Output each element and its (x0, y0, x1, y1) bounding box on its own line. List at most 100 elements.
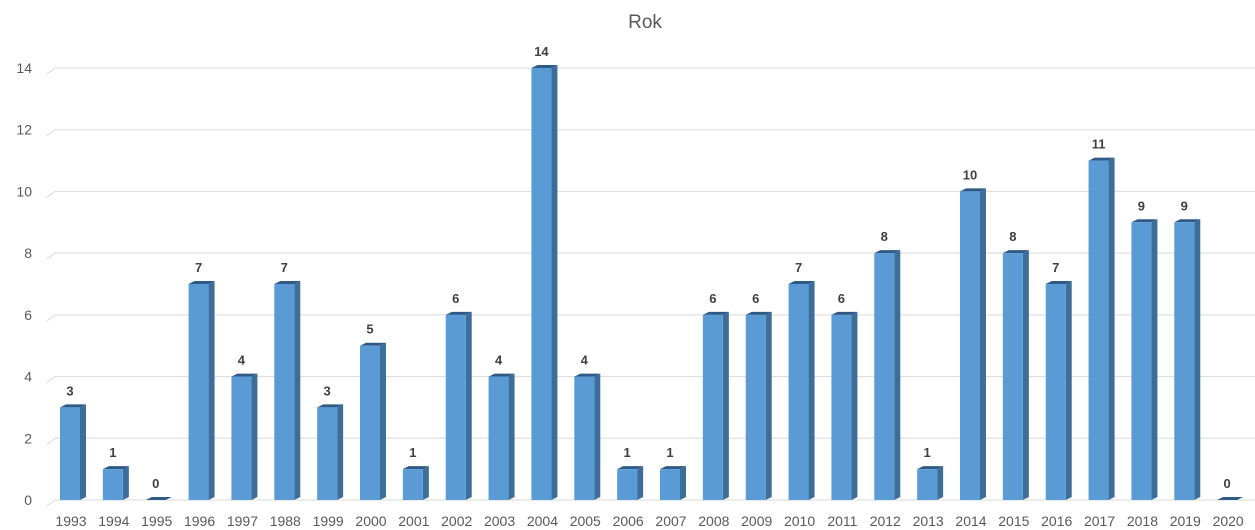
bar-1999 (317, 404, 344, 500)
bar-front (1002, 253, 1023, 500)
bar-side (722, 311, 729, 500)
data-label: 1 (666, 445, 673, 460)
bar-front (960, 191, 980, 500)
data-label: 0 (152, 476, 159, 491)
bar-2010 (788, 281, 815, 500)
bar-top (1131, 219, 1158, 223)
data-label: 3 (324, 383, 331, 398)
bar-front (1131, 222, 1152, 501)
bars (60, 65, 1244, 501)
data-label: 14 (534, 44, 549, 59)
x-tick-label: 1997 (227, 513, 258, 529)
x-axis-ticks: 1993 1994 1995 1996 1997 1988 1999 2000 2001 2002… (55, 513, 1244, 529)
data-label: 10 (963, 167, 977, 182)
bar-front (831, 314, 852, 500)
bar-side (1108, 157, 1115, 501)
y-tick-label: 2 (24, 430, 32, 446)
bar-2016 (1045, 281, 1072, 500)
bar-top (402, 466, 429, 470)
x-tick-label: 2010 (784, 513, 815, 529)
data-label: 1 (109, 445, 116, 460)
bar-top (102, 466, 129, 470)
bar-front (402, 469, 423, 500)
data-label: 8 (881, 229, 888, 244)
bar-side (637, 466, 644, 500)
x-tick-label: 1993 (55, 513, 86, 529)
bar-side (337, 404, 344, 500)
bar-2015 (1002, 250, 1029, 500)
x-tick-label: 1996 (184, 513, 215, 529)
bar-side (980, 188, 986, 500)
bar-front (60, 407, 80, 500)
bar-2006 (617, 466, 644, 500)
x-tick-label: 2007 (655, 513, 686, 529)
data-label: 5 (366, 322, 373, 337)
bar-2012 (874, 250, 901, 500)
bar-top (1002, 250, 1029, 254)
bar-side (894, 250, 901, 500)
bar-2013 (917, 466, 944, 500)
gridline-depth (46, 314, 56, 322)
bar-front (874, 253, 895, 500)
bar-front (488, 376, 509, 500)
y-tick-label: 12 (16, 122, 32, 138)
bar-side (294, 281, 301, 500)
data-label: 7 (195, 260, 202, 275)
x-tick-label: 1999 (313, 513, 344, 529)
bar-front (102, 469, 123, 500)
bar-front (1174, 222, 1195, 501)
bar-2007 (660, 466, 686, 500)
gridline-depth (46, 191, 56, 198)
bar-1995 (145, 497, 172, 500)
bar-1994 (102, 466, 129, 500)
x-tick-label: 2012 (870, 513, 901, 529)
bar-front (745, 314, 766, 500)
x-tick-label: 2015 (998, 513, 1029, 529)
bar-front (188, 284, 209, 500)
data-label: 4 (581, 353, 589, 368)
x-tick-label: 2001 (398, 513, 429, 529)
bar-side (851, 311, 858, 500)
bar-top (660, 466, 686, 470)
bar-front (917, 469, 938, 500)
bar-front (445, 314, 466, 500)
x-tick-label: 2017 (1084, 513, 1115, 529)
bar-top (874, 250, 901, 254)
x-tick-label: 2008 (698, 513, 729, 529)
data-label: 1 (624, 445, 631, 460)
bar-side (1194, 219, 1201, 501)
bar-top (145, 497, 172, 500)
bar-side (422, 466, 429, 500)
bar-2005 (574, 373, 601, 500)
data-label: 9 (1138, 198, 1145, 213)
data-label: 3 (66, 383, 73, 398)
bar-top (317, 404, 344, 408)
bar-side (380, 342, 386, 500)
bar-front (231, 376, 252, 500)
bar-1996 (188, 281, 215, 500)
bar-side (122, 466, 129, 500)
bar-top (1217, 497, 1244, 500)
gridline-depth (46, 67, 56, 75)
bar-side (551, 65, 558, 500)
bar-side (1022, 250, 1029, 500)
data-label: 7 (795, 260, 802, 275)
gridlines (46, 67, 1255, 507)
bar-2001 (402, 466, 429, 500)
bar-1997 (231, 373, 258, 500)
bar-side (1065, 281, 1072, 500)
data-label: 1 (924, 445, 931, 460)
data-label: 0 (1224, 476, 1231, 491)
bar-top (60, 404, 86, 408)
bar-2009 (745, 311, 772, 500)
y-tick-label: 0 (24, 492, 32, 508)
bar-1993 (60, 404, 86, 500)
data-label: 1 (409, 445, 416, 460)
y-tick-label: 10 (16, 183, 32, 199)
bar-2020 (1217, 497, 1244, 500)
data-label: 11 (1092, 137, 1106, 152)
data-label: 9 (1181, 198, 1188, 213)
x-tick-label: 2020 (1213, 513, 1244, 529)
bar-top (574, 373, 601, 377)
bar-front (531, 68, 552, 500)
